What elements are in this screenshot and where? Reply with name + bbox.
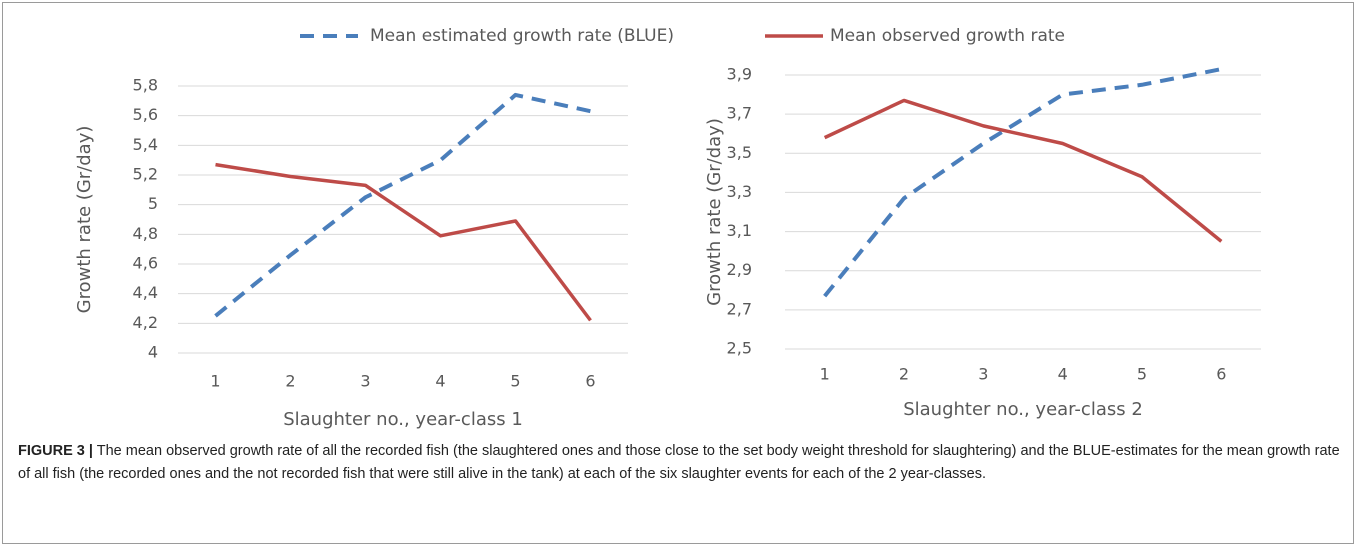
data-line: [214, 92, 591, 318]
x-tick-label: 6: [1216, 365, 1226, 384]
y-tick-label: 3,3: [727, 182, 752, 201]
y-tick-label: 3,1: [727, 221, 752, 240]
x-tick-label: 4: [435, 372, 445, 391]
y-tick-label: 2,5: [727, 339, 752, 358]
y-tick-label: 4,6: [133, 254, 158, 273]
x-tick-label: 1: [820, 365, 830, 384]
y-tick-label: 5,6: [133, 105, 158, 124]
y-tick-label: 4: [148, 343, 158, 362]
y-tick-label: 5: [148, 194, 158, 213]
y-tick-label: 3,5: [727, 143, 752, 162]
x-tick-label: 5: [510, 372, 520, 391]
y-tick-label: 2,7: [727, 299, 752, 318]
legend-label: Mean observed growth rate: [830, 26, 1065, 46]
x-tick-label: 5: [1137, 365, 1147, 384]
data-line: [215, 162, 592, 322]
x-tick-label: 6: [585, 372, 595, 391]
y-tick-label: 5,2: [133, 165, 158, 184]
x-axis-title: Slaughter no., year-class 1: [283, 409, 523, 430]
y-tick-label: 2,9: [727, 260, 752, 279]
x-tick-label: 3: [978, 365, 988, 384]
caption-text: The mean observed growth rate of all the…: [18, 443, 1340, 482]
x-tick-label: 4: [1058, 365, 1068, 384]
data-line: [823, 67, 1222, 298]
y-tick-label: 4,4: [133, 283, 158, 302]
x-tick-label: 2: [899, 365, 909, 384]
x-tick-label: 3: [360, 372, 370, 391]
legend-label: Mean estimated growth rate (BLUE): [370, 26, 674, 46]
caption: FIGURE 3 | The mean observed growth rate…: [18, 440, 1340, 486]
y-axis-title: Growth rate (Gr/day): [74, 126, 95, 314]
caption-label: FIGURE 3 |: [18, 443, 93, 459]
x-axis-title: Slaughter no., year-class 2: [903, 399, 1143, 420]
data-line: [823, 98, 1223, 243]
y-tick-label: 4,2: [133, 313, 158, 332]
y-tick-label: 3,9: [727, 65, 752, 84]
y-tick-label: 4,8: [133, 224, 158, 243]
y-tick-label: 5,8: [133, 76, 158, 95]
y-axis-title: Growth rate (Gr/day): [704, 118, 725, 306]
x-tick-label: 1: [210, 372, 220, 391]
y-tick-label: 3,7: [727, 104, 752, 123]
x-tick-label: 2: [285, 372, 295, 391]
chart: 4 4,2 4,4 4,6 4,8 5 5,2 5,4 5,6 5,8 1 2 3 4 5 6 Slaughte…: [74, 26, 1261, 430]
y-tick-label: 5,4: [133, 135, 158, 154]
